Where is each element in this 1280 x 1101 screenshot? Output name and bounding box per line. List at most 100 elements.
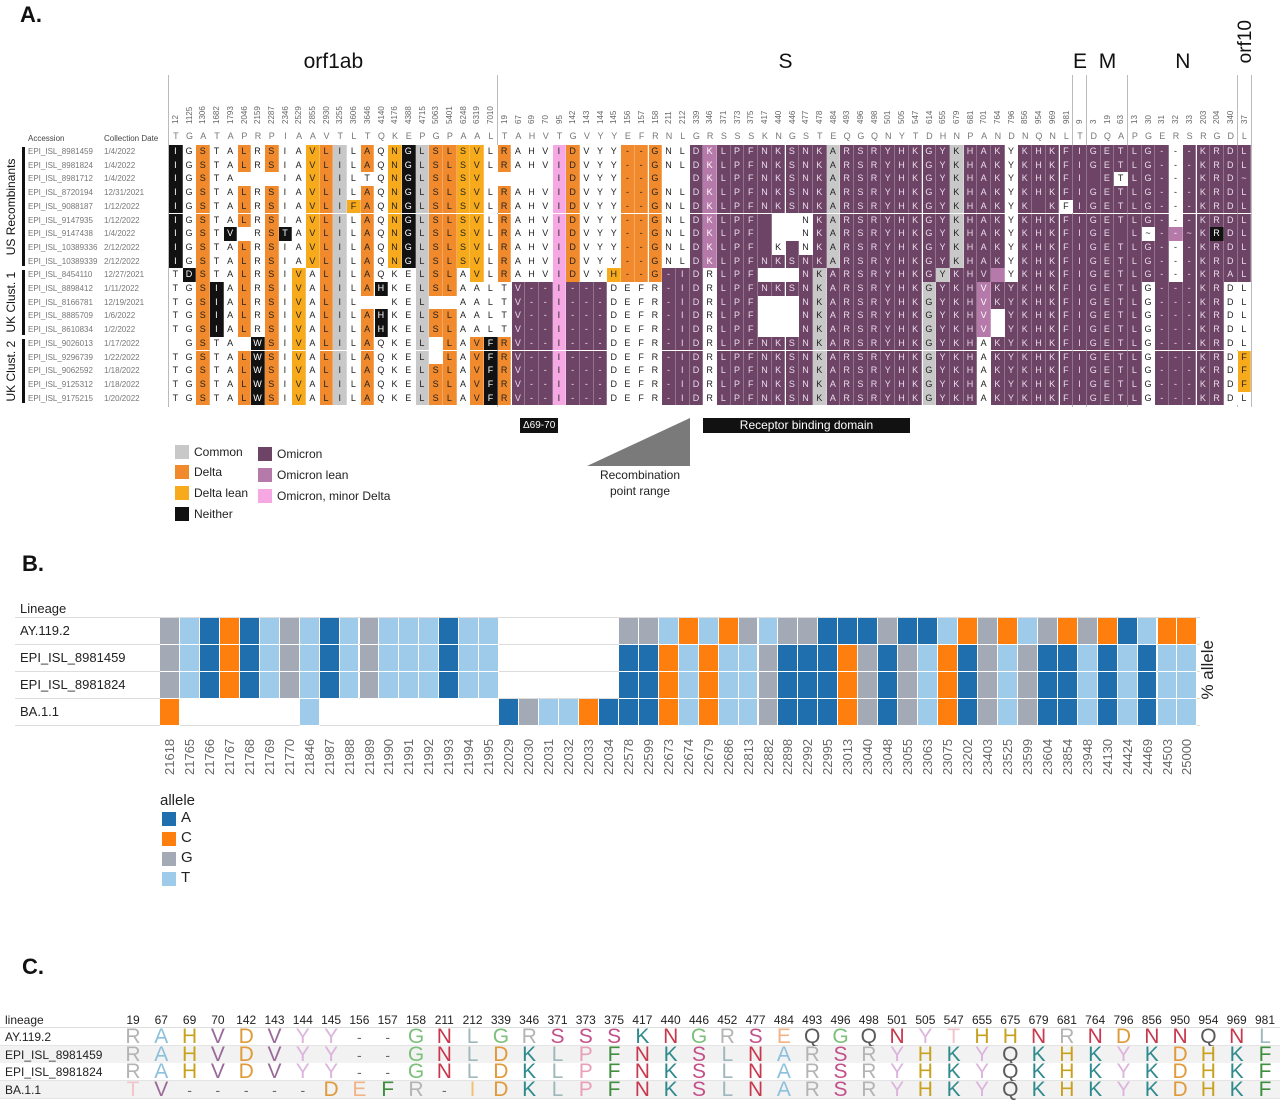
alignment-cell: A: [292, 172, 306, 187]
reference-residue: A: [1118, 131, 1125, 141]
alignment-cell: I: [278, 186, 293, 200]
legend-label: Neither: [194, 507, 233, 521]
alignment-cell: V: [580, 186, 594, 200]
alignment-cell: H: [1032, 213, 1046, 228]
alignment-cell: L: [237, 213, 252, 228]
alignment-cell: R: [1210, 199, 1224, 214]
alignment-cell: K: [1018, 172, 1033, 187]
alignment-cell: V: [306, 213, 320, 228]
alignment-cell: S: [854, 199, 868, 214]
reference-residue: T: [337, 131, 343, 141]
accession: EPI_ISL_8981824: [28, 160, 93, 170]
alignment-cell: Q: [374, 172, 389, 187]
alignment-cell: G: [1141, 186, 1156, 200]
alignment-cell: I: [1073, 199, 1087, 214]
alignment-cell: H: [895, 172, 909, 187]
residue: N: [436, 1060, 452, 1083]
reference-residue: R: [1172, 131, 1180, 141]
alignment-cell: F: [347, 199, 361, 214]
alignment-cell: L: [347, 213, 361, 228]
alignment-cell: K: [949, 199, 964, 214]
alignment-cell: K: [1018, 158, 1033, 173]
alignment-cell: L: [1128, 199, 1142, 214]
legend-label: Delta: [194, 465, 223, 479]
alignment-cell: L: [415, 172, 430, 187]
alignment-cell: G: [401, 199, 416, 214]
alignment-cell: F: [744, 158, 759, 173]
alignment-cell: S: [196, 145, 211, 159]
alignment-cell: S: [456, 186, 471, 200]
alignment-cell: N: [758, 158, 772, 173]
alignment-cell: D: [1223, 199, 1238, 214]
legend-label: Omicron, minor Delta: [277, 489, 391, 503]
residue: F: [1258, 1077, 1272, 1101]
alignment-cell: H: [963, 213, 978, 228]
alignment-cell: D: [1223, 145, 1238, 159]
alignment-cell: N: [662, 158, 676, 173]
alignment-cell: R: [867, 213, 882, 228]
alignment-cell: Y: [607, 145, 622, 159]
collection-date: 12/31/2021: [104, 188, 145, 198]
reference-residue: D: [1090, 131, 1097, 141]
alignment-cell: F: [744, 186, 759, 200]
alignment-cell: L: [319, 227, 334, 241]
alignment-cell: S: [456, 145, 471, 159]
residue: V: [210, 1060, 225, 1083]
alignment-cell: L: [717, 186, 731, 200]
alignment-cell: T: [210, 227, 224, 241]
legend-swatch-m: [258, 468, 272, 482]
residue: R: [408, 1077, 424, 1101]
reference-residue: T: [1077, 131, 1083, 141]
alignment-cell: N: [388, 172, 402, 187]
alignment-cell: [758, 213, 772, 228]
alignment-cell: E: [1100, 158, 1115, 173]
reference-residue: S: [748, 131, 755, 141]
alignment-cell: -: [621, 199, 635, 214]
alignment-cell: G: [401, 186, 416, 200]
recombination-range-triangle: [587, 418, 690, 466]
alignment-cell: Y: [936, 158, 950, 173]
alignment-cell: R: [867, 145, 882, 159]
alignment-cell: E: [1100, 199, 1115, 214]
alignment-cell: N: [388, 158, 402, 173]
panel-a-alignment: Accession Collection Date Δ69-70 Recepto…: [0, 0, 1280, 540]
residue: -: [357, 1029, 362, 1045]
alignment-cell: -: [621, 145, 635, 159]
alignment-cell: S: [196, 158, 211, 173]
alignment-cell: F: [1059, 172, 1074, 187]
alignment-cell: F: [744, 172, 759, 187]
alignment-cell: I: [552, 145, 567, 159]
alignment-cell: L: [484, 145, 498, 159]
alignment-cell: R: [251, 227, 265, 241]
residue: -: [441, 1081, 447, 1098]
alignment-cell: R: [867, 199, 882, 214]
reference-residue: S: [803, 131, 810, 141]
alignment-cell: L: [319, 199, 334, 214]
alignment-cell: I: [333, 227, 348, 241]
alignment-cell: E: [1100, 213, 1115, 228]
alignment-cell: K: [771, 199, 786, 214]
reference-residue: G: [1145, 131, 1153, 141]
alignment-cell: T: [1114, 145, 1128, 159]
alignment-cell: V: [306, 172, 320, 187]
alignment-cell: L: [1237, 186, 1252, 200]
alignment-cell: I: [169, 158, 183, 173]
alignment-cell: T: [210, 158, 224, 173]
alignment-cell: K: [1196, 213, 1211, 228]
reference-residue: E: [624, 131, 631, 141]
alignment-cell: K: [812, 199, 827, 214]
alignment-cell: S: [854, 158, 868, 173]
alignment-cell: V: [580, 199, 594, 214]
alignment-cell: L: [347, 172, 361, 187]
alignment-cell: R: [497, 186, 512, 200]
alignment-cell: F: [1059, 158, 1074, 173]
residue: Y: [890, 1077, 905, 1101]
panel-b-label: B.: [22, 551, 44, 576]
alignment-cell: G: [182, 227, 197, 241]
alignment-cell: S: [785, 199, 800, 214]
alignment-cell: N: [799, 186, 813, 200]
reference-residue: L: [351, 131, 357, 141]
alignment-cell: T: [360, 172, 375, 187]
alignment-cell: A: [826, 213, 841, 228]
alignment-cell: -: [1182, 172, 1197, 187]
